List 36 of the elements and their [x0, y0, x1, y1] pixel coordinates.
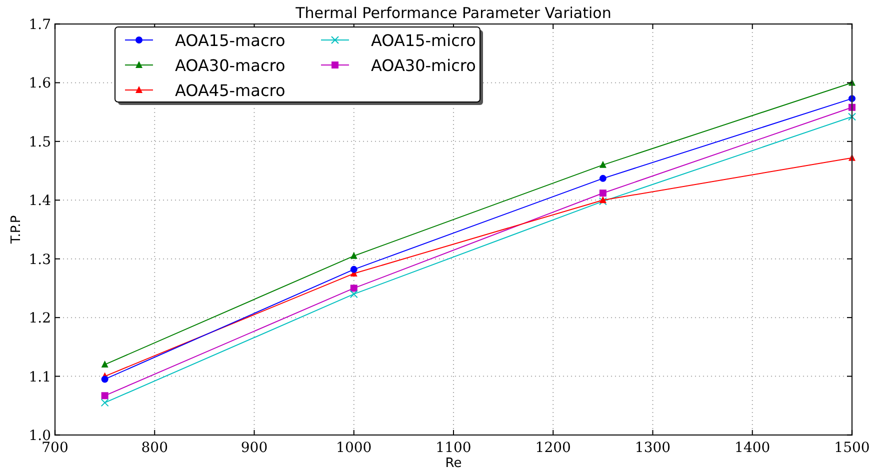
x-tick-label: 1500 — [834, 440, 870, 456]
point — [350, 252, 358, 259]
x-tick-label: 1200 — [535, 440, 571, 456]
x-tick-label: 1400 — [734, 440, 770, 456]
legend-label: AOA30-micro — [371, 56, 476, 75]
y-axis-title: T.P.P — [9, 215, 24, 245]
y-tick-label: 1.4 — [28, 193, 52, 210]
point — [101, 376, 108, 383]
y-tick-label: 1.2 — [28, 310, 51, 327]
point — [599, 160, 606, 168]
y-tick-label: 1.3 — [28, 252, 51, 268]
chart-title: Thermal Performance Parameter Variation — [294, 4, 612, 22]
legend-label: AOA15-macro — [175, 31, 286, 50]
x-tick-label: 1300 — [634, 440, 671, 456]
y-tick-label: 1.5 — [28, 134, 51, 150]
legend-label: AOA45-macro — [175, 81, 286, 100]
x-tick-label: 900 — [240, 440, 268, 456]
legend-label: AOA30-macro — [175, 56, 286, 75]
legend-label: AOA15-micro — [371, 31, 476, 50]
y-tick-label: 1.1 — [28, 369, 51, 386]
x-tick-label: 700 — [42, 440, 68, 456]
point — [100, 398, 109, 407]
y-tick-label: 1.7 — [28, 17, 51, 33]
point — [101, 392, 108, 400]
x-tick-label: 1000 — [336, 440, 372, 456]
x-tick-label: 800 — [141, 440, 168, 456]
point — [350, 284, 358, 292]
point — [599, 174, 606, 182]
point — [101, 360, 108, 368]
point — [599, 190, 606, 197]
x-tick-label: 1100 — [436, 440, 472, 456]
y-tick-label: 1.6 — [28, 76, 52, 92]
x-axis-title: Re — [445, 456, 462, 471]
point — [848, 112, 856, 121]
point — [350, 290, 358, 298]
point — [350, 266, 358, 273]
